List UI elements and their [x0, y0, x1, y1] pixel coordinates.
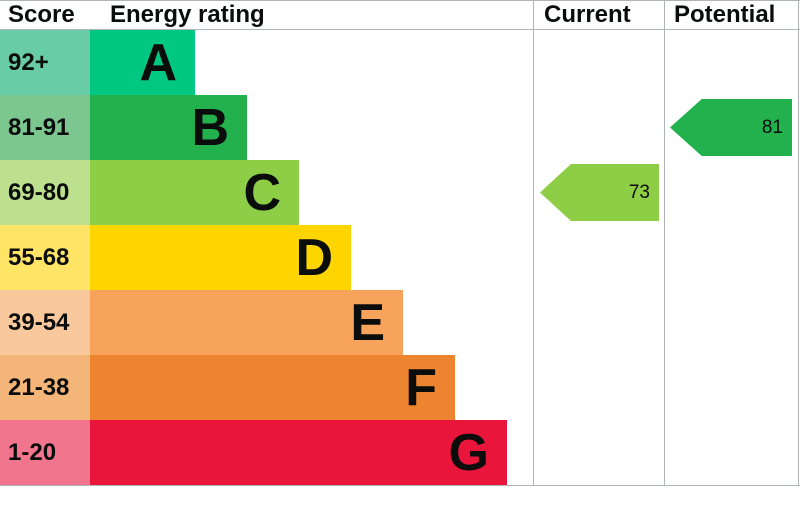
band-bar-a: A — [90, 30, 195, 95]
energy-rating-column-header: Energy rating — [110, 1, 265, 28]
chart-bottom-border — [0, 485, 800, 486]
score-range-c: 69-80 — [0, 160, 90, 225]
score-range-a: 92+ — [0, 30, 90, 95]
band-bar-b: B — [90, 95, 247, 160]
band-letter-a: A — [139, 33, 177, 92]
band-letter-f: F — [405, 358, 437, 417]
band-row-b: 81-91 B — [0, 95, 800, 160]
band-row-c: 69-80 C — [0, 160, 800, 225]
band-row-d: 55-68 D — [0, 225, 800, 290]
score-range-g: 1-20 — [0, 420, 90, 485]
score-range-f: 21-38 — [0, 355, 90, 420]
score-column-header: Score — [8, 1, 75, 28]
band-row-e: 39-54 E — [0, 290, 800, 355]
potential-rating-value: 81 — [761, 117, 783, 138]
band-bar-d: D — [90, 225, 351, 290]
band-letter-g: G — [448, 423, 489, 482]
band-rows: 92+ A 81-91 B 69-80 C 55-68 D 39-54 — [0, 30, 800, 485]
band-bar-e: E — [90, 290, 403, 355]
band-letter-e: E — [350, 293, 385, 352]
band-bar-f: F — [90, 355, 455, 420]
score-range-b: 81-91 — [0, 95, 90, 160]
band-bar-c: C — [90, 160, 299, 225]
chart-right-border — [798, 0, 799, 485]
current-rating-value: 73 — [628, 182, 650, 203]
band-letter-d: D — [295, 228, 333, 287]
band-row-f: 21-38 F — [0, 355, 800, 420]
potential-column-divider — [664, 0, 665, 485]
current-column-divider — [533, 0, 534, 485]
band-bar-g: G — [90, 420, 507, 485]
chart-header-row: Score Energy rating Current Potential — [0, 0, 800, 30]
current-column-header: Current — [544, 1, 631, 28]
band-letter-c: C — [243, 163, 281, 222]
band-row-g: 1-20 G — [0, 420, 800, 485]
band-row-a: 92+ A — [0, 30, 800, 95]
score-range-d: 55-68 — [0, 225, 90, 290]
score-range-e: 39-54 — [0, 290, 90, 355]
band-letter-b: B — [191, 98, 229, 157]
potential-column-header: Potential — [674, 1, 776, 28]
